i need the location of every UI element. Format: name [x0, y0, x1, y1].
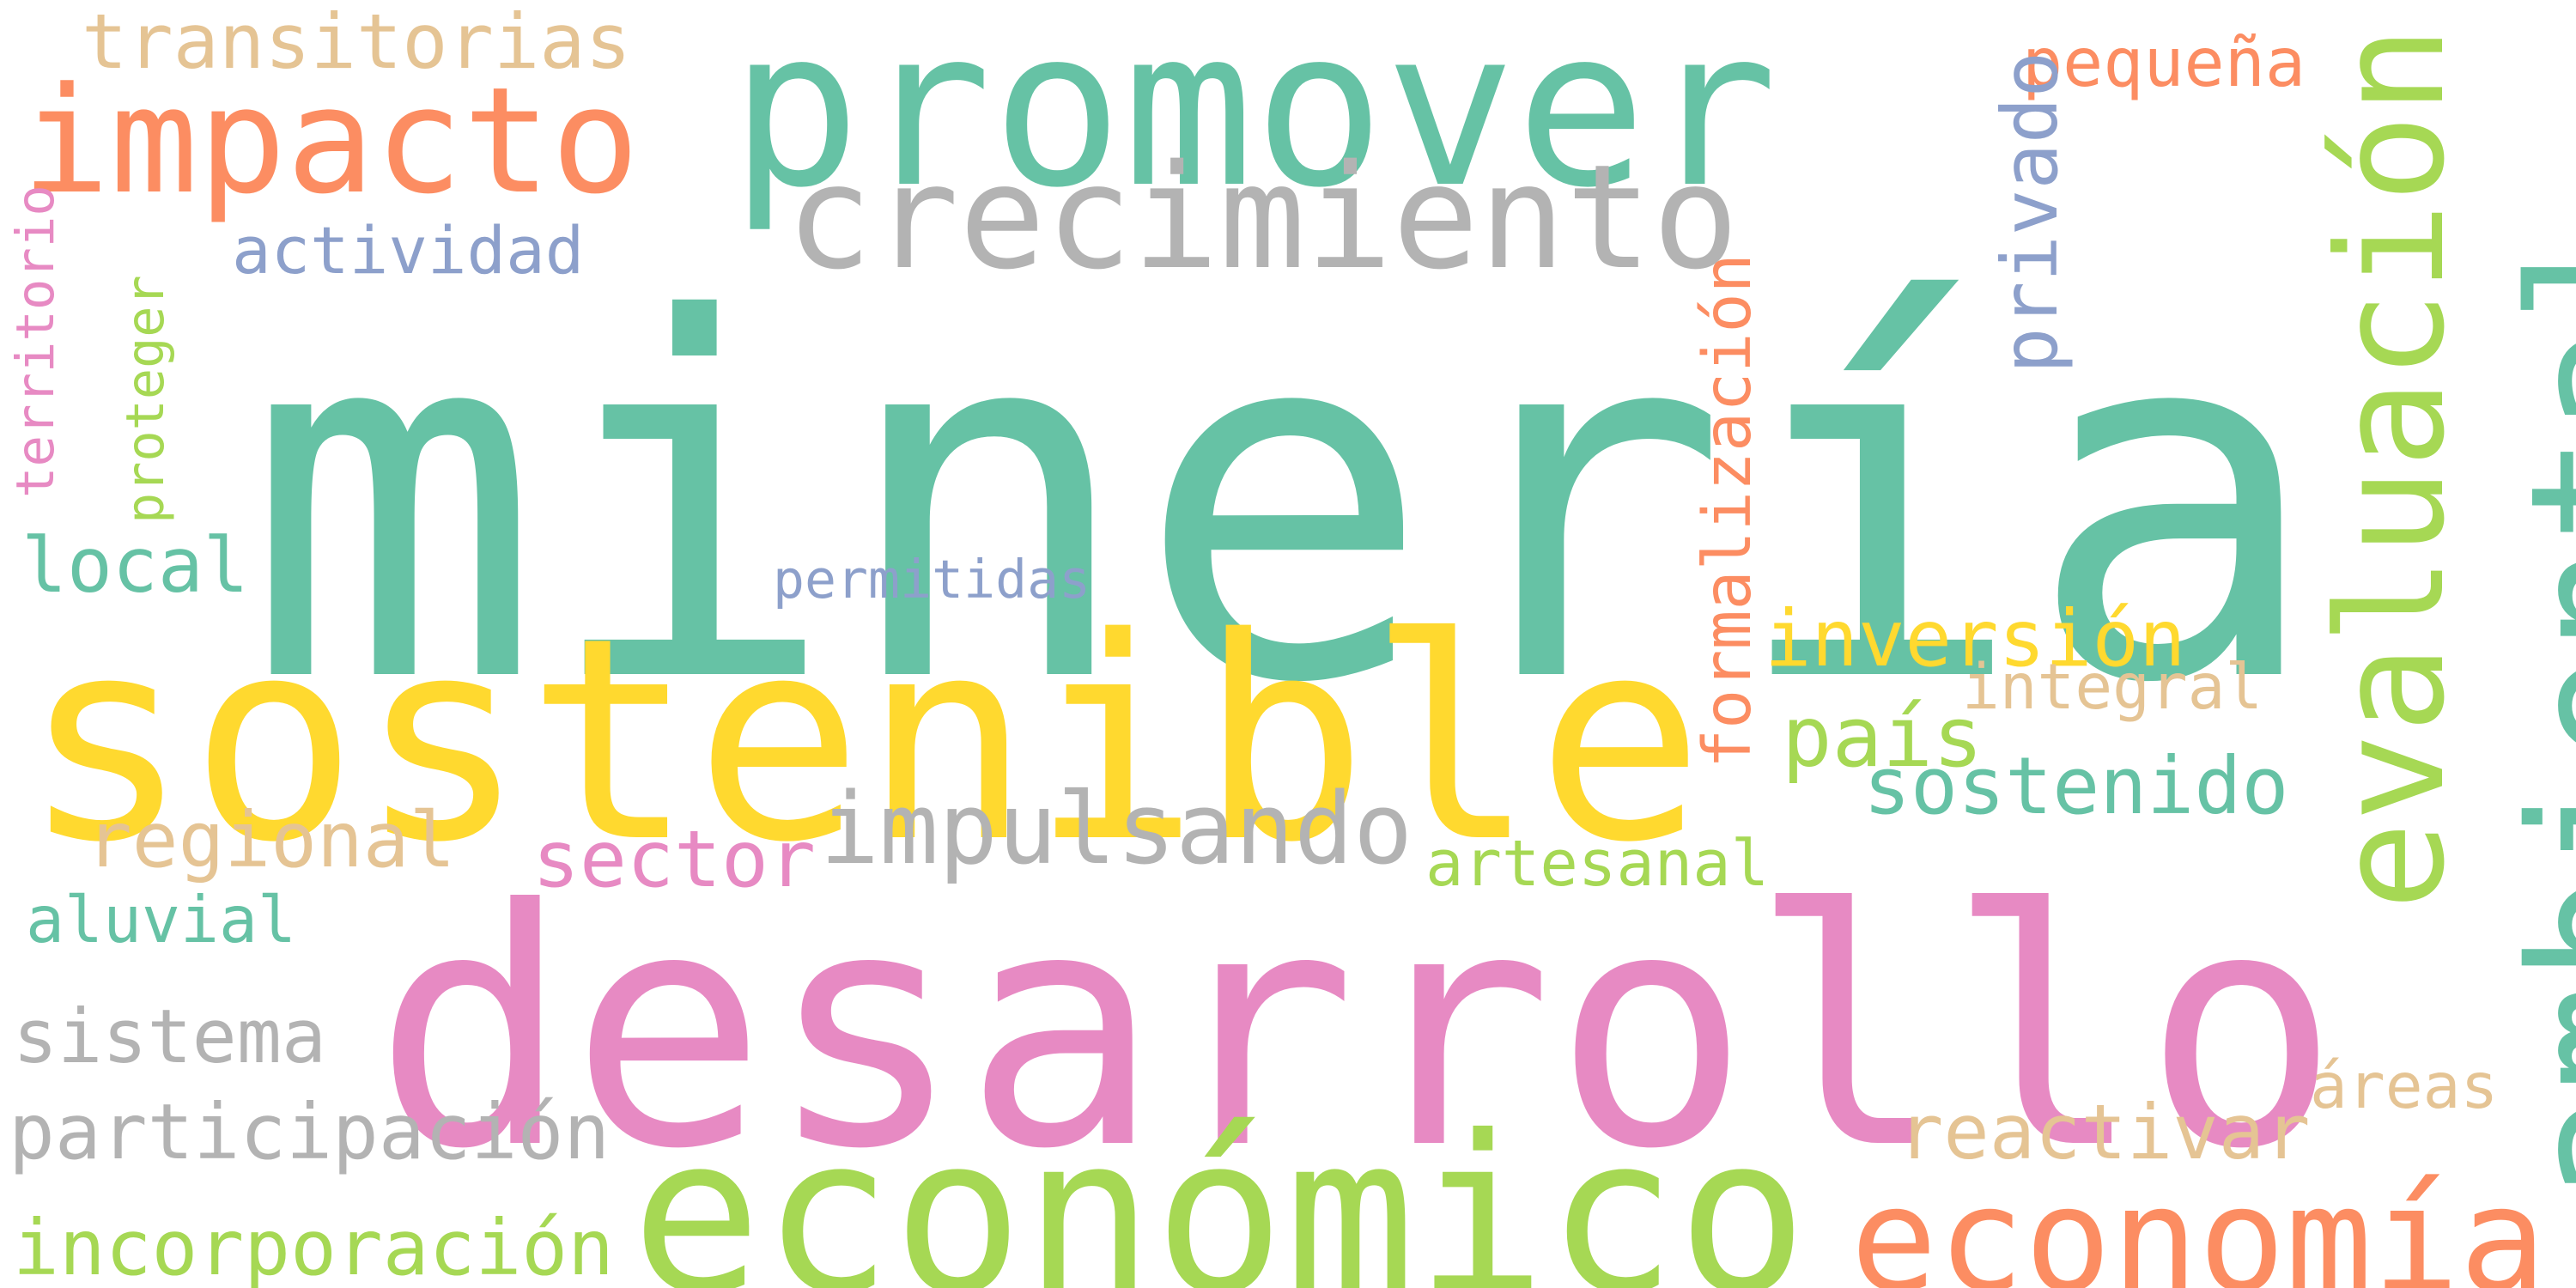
word-mineria: minería	[245, 217, 2324, 791]
word-areas: áreas	[2310, 1050, 2499, 1123]
word-territorio: territorio	[6, 185, 66, 498]
word-sistema: sistema	[13, 994, 327, 1080]
word-economico: económico	[631, 1089, 1808, 1288]
word-aluvial: aluvial	[26, 883, 297, 957]
word-sostenible: sostenible	[21, 578, 1704, 903]
word-integral: integral	[1962, 652, 2263, 724]
word-participacion: participación	[9, 1088, 611, 1177]
word-inversion: inversión	[1765, 594, 2186, 684]
word-artesanal: artesanal	[1425, 827, 1770, 901]
word-ambiental: ambiental	[2492, 214, 2576, 1202]
word-impacto: impacto	[21, 57, 640, 227]
word-formalizacion: formalización	[1690, 253, 1766, 769]
word-desarrollo: desarrollo	[374, 840, 2340, 1220]
word-promover: promover	[730, 0, 1778, 235]
word-regional: regional	[86, 796, 456, 885]
word-reactivar: reactivar	[1898, 1088, 2311, 1176]
word-transitorias: transitorias	[82, 0, 631, 86]
word-pequena: pequeña	[2022, 24, 2306, 102]
word-evaluacion: evaluación	[2306, 26, 2477, 910]
word-incorporacion: incorporación	[13, 1204, 614, 1288]
word-permitidas: permitidas	[773, 549, 1091, 611]
word-crecimiento: crecimiento	[786, 133, 1740, 301]
word-sector: sector	[532, 813, 817, 905]
word-pais: país	[1782, 689, 1984, 786]
word-privado: privado	[1985, 51, 2075, 374]
word-sostenido: sostenido	[1863, 740, 2289, 832]
word-proteger: proteger	[116, 275, 176, 524]
word-impulsando: impulsando	[820, 773, 1413, 887]
word-economia: economía	[1850, 1156, 2547, 1288]
word-local: local	[21, 521, 249, 610]
word-actividad: actividad	[232, 213, 585, 289]
